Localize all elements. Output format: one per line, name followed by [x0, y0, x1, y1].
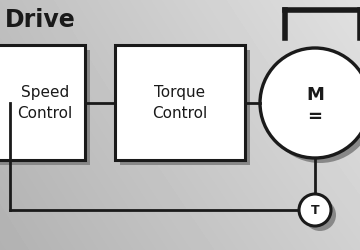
Text: Drive: Drive [5, 8, 76, 32]
FancyBboxPatch shape [115, 45, 245, 160]
FancyBboxPatch shape [0, 50, 90, 165]
Text: Torque
Control: Torque Control [152, 84, 208, 120]
Circle shape [260, 48, 360, 158]
Circle shape [265, 53, 360, 163]
FancyBboxPatch shape [120, 50, 250, 165]
Text: =: = [307, 108, 323, 126]
FancyBboxPatch shape [0, 45, 85, 160]
Text: M: M [306, 86, 324, 104]
Text: Speed
Control: Speed Control [17, 84, 72, 120]
Text: T: T [311, 204, 319, 216]
Circle shape [299, 194, 331, 226]
Circle shape [304, 199, 336, 231]
